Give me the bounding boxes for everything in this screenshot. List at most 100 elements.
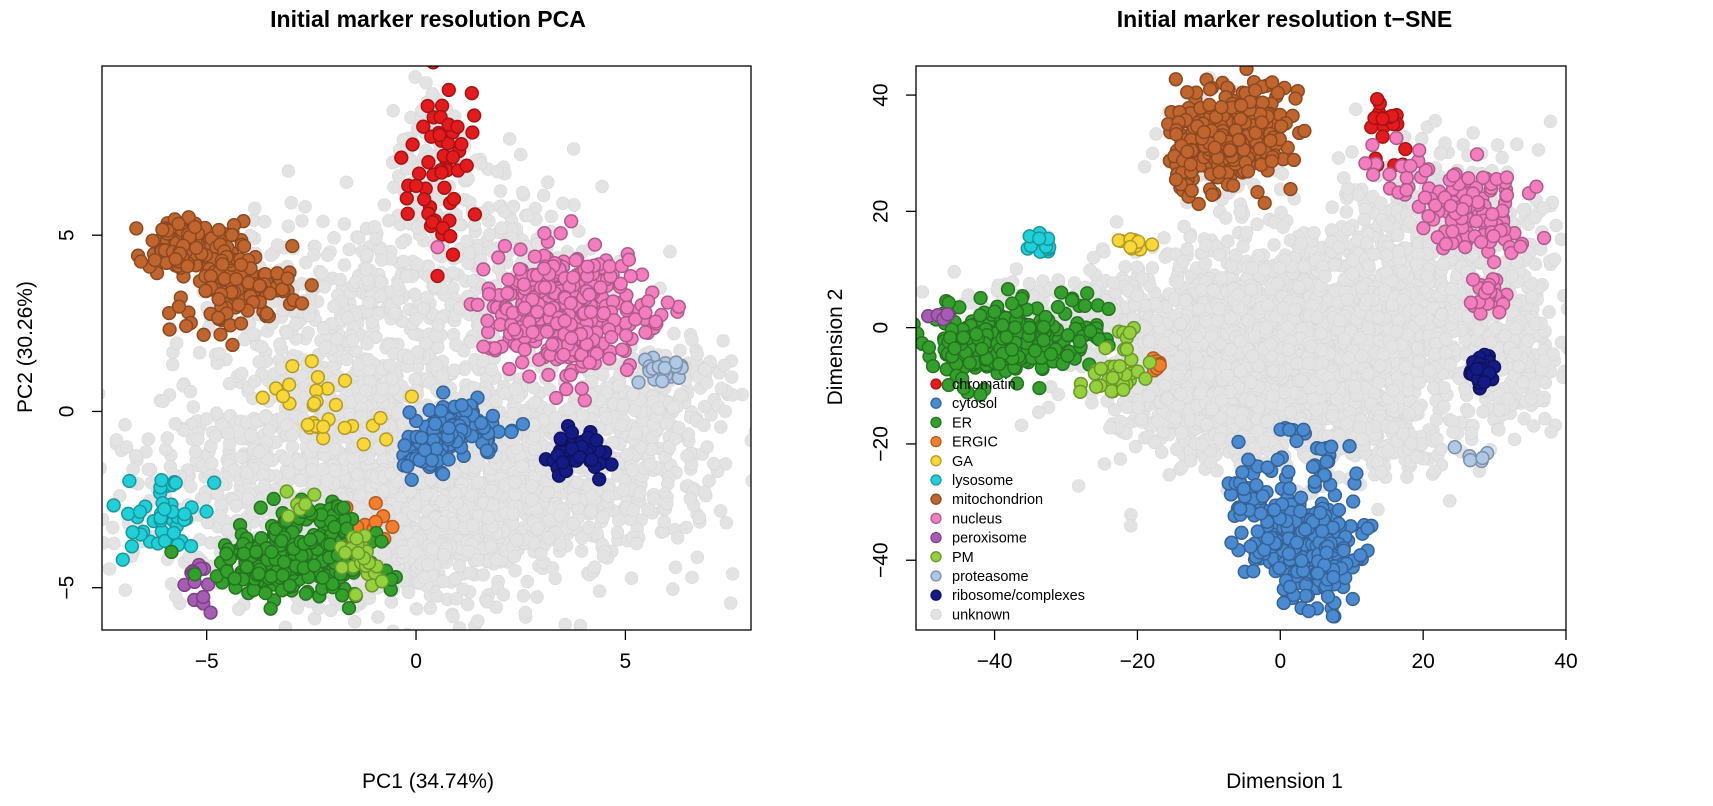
pca-point	[512, 261, 527, 277]
pca-point	[129, 221, 144, 236]
pca-point	[612, 379, 626, 393]
pca-point	[298, 586, 314, 601]
pca-point	[553, 508, 567, 522]
pca-point	[341, 600, 357, 616]
pca-point	[433, 403, 449, 419]
pca-point	[628, 426, 642, 440]
pca-point	[618, 328, 634, 343]
pca-point	[330, 332, 344, 346]
pca-point	[633, 486, 647, 500]
pca-point	[317, 280, 332, 294]
pca-point	[559, 382, 574, 397]
pca-point	[515, 355, 530, 370]
pca-point	[631, 375, 646, 390]
pca-point	[124, 539, 140, 554]
pca-point	[307, 558, 322, 573]
pca-point	[430, 268, 445, 284]
pca-point	[399, 191, 414, 206]
pca-point	[310, 370, 326, 385]
pca-point	[145, 233, 160, 248]
pca-point	[567, 491, 581, 505]
pca-point	[463, 566, 477, 580]
pca-point	[488, 666, 501, 679]
pca-x-tick-label: 5	[620, 650, 632, 673]
pca-point	[506, 199, 521, 214]
pca-point	[359, 383, 373, 398]
pca-point	[713, 504, 728, 518]
pca-point	[596, 306, 612, 321]
pca-point	[400, 206, 415, 221]
pca-point	[584, 452, 599, 467]
pca-point	[476, 339, 491, 354]
pca-point	[593, 280, 608, 295]
pca-point	[516, 277, 532, 292]
pca-point	[402, 405, 417, 420]
pca-point	[447, 363, 461, 377]
pca-point	[328, 397, 344, 413]
pca-point	[307, 248, 321, 262]
pca-point	[657, 515, 671, 529]
pca-point	[388, 306, 402, 321]
tsne-point	[1157, 231, 1171, 245]
pca-point	[476, 568, 490, 582]
pca-point	[285, 238, 300, 254]
pca-point	[320, 473, 334, 488]
pca-point	[476, 680, 489, 693]
tsne-point	[1145, 261, 1160, 275]
pca-point	[655, 374, 670, 389]
pca-point	[724, 596, 738, 610]
pca-point	[235, 366, 249, 381]
pca-point	[517, 342, 532, 357]
pca-point	[425, 87, 440, 101]
pca-point	[228, 463, 242, 477]
pca-point	[109, 433, 124, 447]
pca-point	[575, 408, 590, 422]
pca-point	[334, 560, 350, 575]
pca-point	[717, 358, 732, 372]
pca-point	[183, 538, 199, 554]
pca-point	[327, 231, 341, 245]
pca-point	[697, 362, 712, 377]
pca-point	[257, 479, 272, 493]
pca-y-axis-label: PC2 (30.26%)	[14, 281, 37, 413]
pca-point	[248, 544, 264, 559]
pca-points	[102, 66, 772, 693]
pca-point	[759, 392, 772, 405]
pca-point	[221, 426, 235, 441]
pca-point	[574, 381, 589, 396]
pca-plot: −5 0 5−505	[56, 65, 772, 693]
pca-point	[557, 313, 572, 329]
pca-point	[542, 513, 557, 528]
pca-y-tick-label: −5	[56, 576, 79, 600]
pca-point	[563, 295, 578, 311]
pca-point	[470, 454, 484, 468]
pca-point	[592, 472, 607, 487]
pca-point	[404, 472, 419, 487]
pca-point	[248, 201, 262, 216]
pca-point	[266, 491, 281, 507]
pca-point	[419, 487, 433, 502]
pca-point	[610, 525, 625, 539]
pca-point	[485, 408, 501, 424]
pca-point	[338, 545, 353, 560]
pca-point	[465, 518, 480, 533]
pca-point	[475, 639, 488, 652]
pca-point	[480, 313, 495, 328]
pca-point	[471, 614, 485, 628]
pca-point	[464, 86, 479, 101]
pca-point	[419, 516, 433, 531]
pca-point	[304, 354, 319, 369]
pca-point	[427, 66, 440, 70]
pca-point	[494, 221, 509, 235]
pca-point	[611, 513, 626, 528]
pca-point	[192, 346, 207, 360]
pca-point	[472, 656, 485, 669]
pca-point	[558, 617, 572, 630]
pca-point	[530, 521, 545, 536]
pca-point	[164, 544, 179, 560]
pca-point	[215, 257, 230, 272]
pca-point	[102, 461, 107, 475]
pca-point	[169, 589, 183, 604]
pca-point	[421, 557, 435, 572]
pca-point	[575, 531, 589, 545]
